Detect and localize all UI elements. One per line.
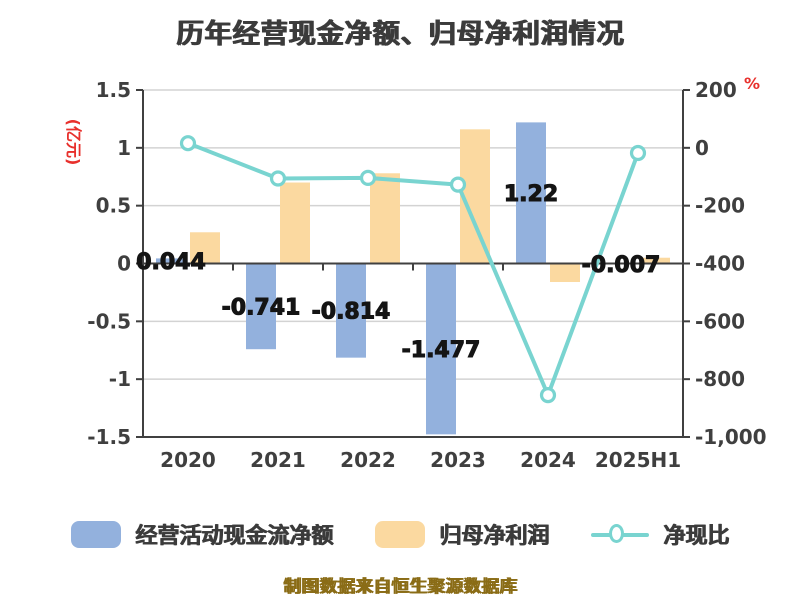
marker-net-cash-ratio-2022[interactable] <box>359 169 377 186</box>
data-label-2024: 1.22 <box>504 182 558 207</box>
legend-item-net-profit[interactable]: 归母净利润 <box>374 518 549 550</box>
marker-net-cash-ratio-2021[interactable] <box>269 170 287 187</box>
left-axis-tick-label: -0.5 <box>87 309 131 333</box>
line-net-cash-ratio[interactable] <box>186 141 640 398</box>
legend-swatch-operating-cashflow <box>70 520 121 548</box>
marker-net-cash-ratio-2024[interactable] <box>539 387 557 404</box>
legend-item-net-cash-ratio[interactable]: 净现比 <box>591 518 729 550</box>
x-axis-label-2021: 2021 <box>250 448 306 472</box>
bar-operating-cashflow-2024[interactable] <box>516 122 546 264</box>
x-axis-label-2020: 2020 <box>160 448 216 472</box>
x-axis-label-2023: 2023 <box>430 448 486 472</box>
data-label-2020: 0.044 <box>136 250 206 275</box>
marker-net-cash-ratio-2025H1[interactable] <box>629 144 647 162</box>
right-axis-tick-label: -1,000 <box>695 425 767 449</box>
right-axis-tick-label: 200 <box>695 78 737 102</box>
right-axis-tick-label: -400 <box>695 252 745 276</box>
marker-net-cash-ratio-2020[interactable] <box>179 135 197 152</box>
bar-operating-cashflow-2022[interactable] <box>336 263 366 358</box>
right-axis-tick-label: -600 <box>695 309 745 333</box>
left-axis-tick-label: -1.5 <box>87 425 131 449</box>
bar-net-profit-2022[interactable] <box>370 173 400 264</box>
left-axis-tick-label: 1.5 <box>96 78 131 102</box>
marker-net-cash-ratio-2023[interactable] <box>449 176 467 193</box>
x-axis-label-2024: 2024 <box>520 448 576 472</box>
bar-net-profit-2025H1[interactable] <box>640 257 670 264</box>
left-axis-tick-label: 1 <box>117 136 131 160</box>
legend-label-net-cash-ratio: 净现比 <box>663 524 730 549</box>
data-label-2025H1: -0.007 <box>582 253 661 278</box>
data-label-2021: -0.741 <box>222 295 301 320</box>
data-label-2023: -1.477 <box>402 338 481 363</box>
right-axis-unit-label: % <box>744 74 761 93</box>
legend-swatch-net-profit <box>374 520 425 548</box>
right-axis-tick-label: -200 <box>695 194 745 218</box>
bar-net-profit-2020[interactable] <box>190 232 220 264</box>
left-axis-tick-label: -1 <box>109 367 131 391</box>
data-source-note: 制图数据来自恒生聚源数据库 <box>283 577 517 597</box>
legend-label-operating-cashflow: 经营活动现金流净额 <box>134 524 333 549</box>
bar-operating-cashflow-2020[interactable] <box>156 258 186 264</box>
x-axis-label-2022: 2022 <box>340 448 396 472</box>
bar-operating-cashflow-2021[interactable] <box>246 263 276 350</box>
legend-item-operating-cashflow[interactable]: 经营活动现金流净额 <box>70 518 333 550</box>
data-label-2022: -0.814 <box>312 300 391 325</box>
chart-title: 历年经营现金净额、归母净利润情况 <box>176 19 624 50</box>
legend-line-marker-icon <box>591 521 649 548</box>
legend: 经营活动现金流净额 归母净利润 净现比 <box>0 514 800 554</box>
bar-operating-cashflow-2023[interactable] <box>426 263 456 435</box>
left-axis-tick-label: 0.5 <box>96 194 131 218</box>
left-axis-tick-label: 0 <box>117 252 131 276</box>
bar-net-profit-2021[interactable] <box>280 182 310 264</box>
legend-label-net-profit: 归母净利润 <box>438 524 549 549</box>
right-axis-tick-label: -800 <box>695 367 745 391</box>
right-axis-tick-label: 0 <box>695 136 709 160</box>
bar-net-profit-2024[interactable] <box>550 263 580 283</box>
x-axis-label-2025H1: 2025H1 <box>595 448 681 472</box>
